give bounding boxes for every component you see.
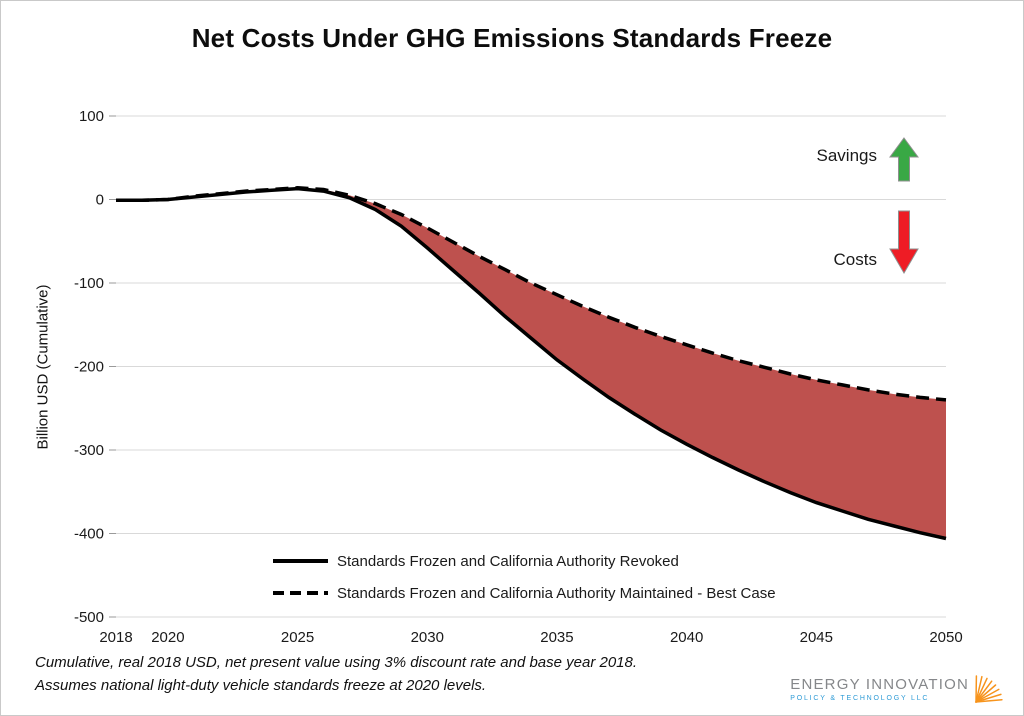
footnote: Cumulative, real 2018 USD, net present v… — [35, 651, 637, 697]
x-tick-label: 2050 — [929, 629, 962, 646]
costs-down-arrow-icon — [889, 210, 919, 274]
x-tick-label: 2025 — [281, 629, 314, 646]
costs-label: Costs — [834, 250, 877, 269]
shaded-area-between-series — [116, 187, 946, 539]
footnote-line-2: Assumes national light-duty vehicle stan… — [35, 677, 487, 694]
y-tick-label: 100 — [79, 108, 104, 125]
legend-label: Standards Frozen and California Authorit… — [337, 585, 776, 602]
dashed-series-line — [116, 186, 947, 402]
logo-text: ENERGY INNOVATION POLICY & TECHNOLOGY LL… — [790, 676, 969, 702]
y-tick-label: -400 — [74, 526, 104, 543]
x-tick-label: 2035 — [540, 629, 573, 646]
legend-label: Standards Frozen and California Authorit… — [337, 553, 679, 570]
x-tick-label: 2040 — [670, 629, 703, 646]
x-tick-label: 2045 — [800, 629, 833, 646]
x-tick-label: 2018 — [99, 629, 132, 646]
chart-title: Net Costs Under GHG Emissions Standards … — [191, 23, 833, 53]
y-tick-label: 0 — [96, 192, 104, 209]
y-tick-label: -500 — [74, 609, 104, 626]
logo-subtitle: POLICY & TECHNOLOGY LLC — [790, 695, 930, 702]
y-tick-label: -200 — [74, 359, 104, 376]
logo-name: ENERGY INNOVATION — [790, 676, 969, 693]
x-tick-label: 2030 — [411, 629, 444, 646]
savings-label: Savings — [817, 146, 877, 165]
y-tick-label: -100 — [74, 275, 104, 292]
x-tick-label: 2020 — [151, 629, 184, 646]
savings-up-arrow-icon — [889, 137, 919, 182]
y-tick-label: -300 — [74, 442, 104, 459]
sunburst-icon — [975, 675, 1003, 703]
logo: ENERGY INNOVATION POLICY & TECHNOLOGY LL… — [790, 673, 1007, 705]
solid-series-line — [116, 186, 947, 541]
footnote-line-1: Cumulative, real 2018 USD, net present v… — [35, 654, 638, 671]
